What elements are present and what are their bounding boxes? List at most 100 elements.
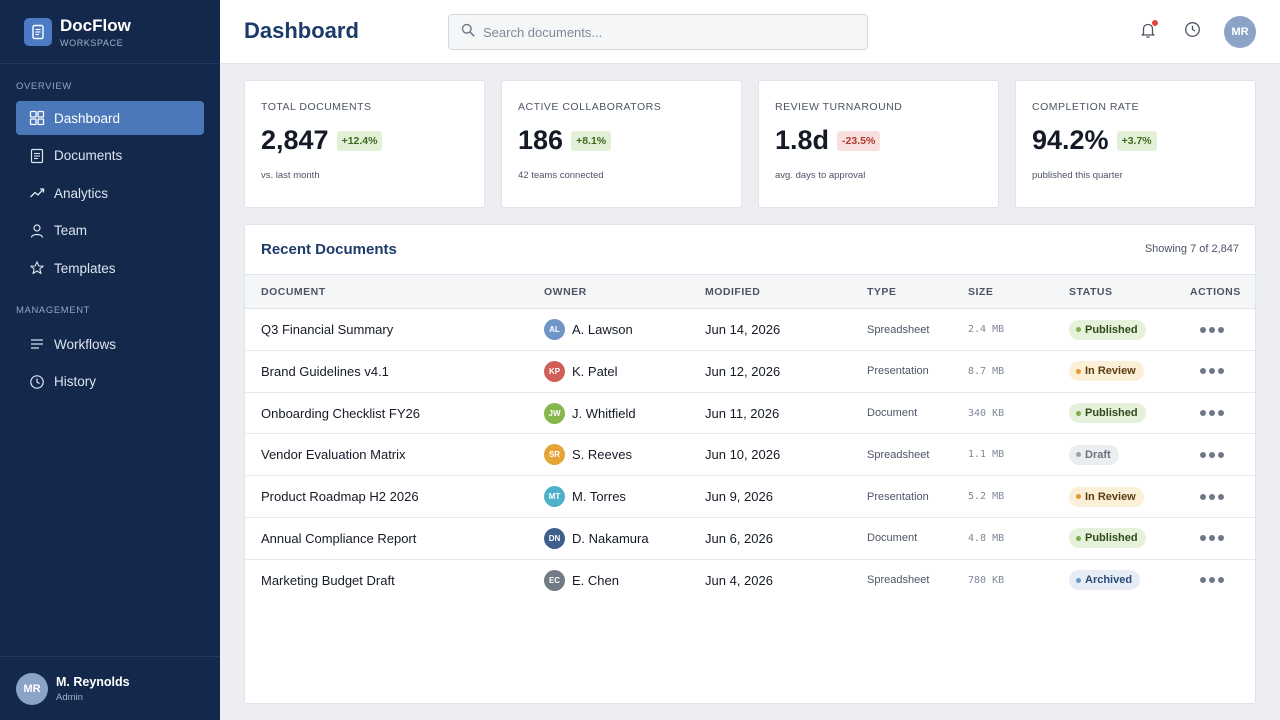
modified-date: Jun 9, 2026 — [705, 489, 773, 504]
stat-delta-badge: +3.7% — [1116, 130, 1157, 151]
actions-cell — [1200, 476, 1227, 517]
more-dots-icon — [1218, 451, 1224, 458]
brand-subtitle: WORKSPACE — [60, 37, 124, 48]
status-dot — [1076, 535, 1081, 541]
actions-cell — [1200, 351, 1227, 392]
more-actions-button[interactable] — [1200, 451, 1227, 458]
top-header: Dashboard MR — [220, 0, 1280, 64]
status-label: Published — [1085, 532, 1138, 545]
table-row[interactable]: Brand Guidelines v4.1 KP K. Patel Jun 12,… — [245, 351, 1255, 393]
modified-date: Jun 11, 2026 — [705, 405, 780, 421]
user-profile[interactable]: MR M. Reynolds Admin — [0, 656, 220, 720]
stat-value: 2,847 — [261, 125, 329, 155]
document-name[interactable]: Onboarding Checklist FY26 — [261, 405, 420, 421]
more-dots-icon — [1209, 535, 1215, 542]
sidebar-item-team[interactable]: Team — [16, 214, 204, 248]
column-header-owner[interactable]: OWNER — [544, 286, 587, 298]
owner-cell: EC E. Chen — [544, 560, 619, 601]
column-header-document[interactable]: DOCUMENT — [261, 286, 326, 298]
avatar: MR — [16, 672, 48, 705]
star-icon — [28, 259, 46, 277]
table-row[interactable]: Marketing Budget Draft EC E. Chen Jun 4, … — [245, 560, 1255, 602]
modified-date: Jun 6, 2026 — [705, 530, 773, 546]
document-type: Spreadsheet — [867, 323, 930, 336]
document-name[interactable]: Annual Compliance Report — [261, 530, 417, 546]
sidebar-item-history[interactable]: History — [16, 365, 204, 399]
stat-note: published this quarter — [1032, 170, 1123, 181]
sidebar-item-label: Documents — [54, 148, 123, 163]
stat-note: 42 teams connected — [518, 170, 604, 181]
avatar[interactable]: MR — [1224, 16, 1256, 48]
file-size: 8.7 MB — [968, 365, 1005, 377]
status-cell: In Review — [1069, 476, 1144, 517]
table-row[interactable]: Product Roadmap H2 2026 MT M. Torres Jun … — [245, 476, 1255, 518]
notifications-button[interactable] — [1134, 18, 1162, 46]
bell-icon — [1139, 21, 1157, 44]
history-button[interactable] — [1178, 18, 1206, 46]
table-row[interactable]: Onboarding Checklist FY26 JW J. Whitfield… — [245, 393, 1255, 435]
document-name[interactable]: Vendor Evaluation Matrix — [261, 447, 406, 463]
document-name[interactable]: Product Roadmap H2 2026 — [261, 489, 419, 504]
document-type: Document — [867, 532, 918, 545]
owner-name: D. Nakamura — [572, 530, 649, 546]
search-input[interactable] — [483, 24, 853, 40]
status-dot — [1076, 452, 1081, 458]
status-cell: Published — [1069, 393, 1146, 434]
more-dots-icon — [1209, 368, 1215, 375]
sidebar-item-workflows[interactable]: Workflows — [16, 327, 204, 361]
owner-name: K. Patel — [572, 363, 618, 379]
table-row[interactable]: Q3 Financial Summary AL A. Lawson Jun 14,… — [245, 309, 1255, 351]
recent-documents-panel: Recent Documents Showing 7 of 2,847 DOCU… — [244, 224, 1256, 704]
section-label-overview: OVERVIEW — [16, 81, 72, 92]
more-actions-button[interactable] — [1200, 410, 1227, 416]
search-box[interactable] — [448, 14, 868, 50]
status-badge: Published — [1069, 319, 1146, 340]
more-actions-button[interactable] — [1200, 326, 1227, 333]
column-header-status[interactable]: STATUS — [1069, 286, 1113, 298]
list-icon — [28, 335, 46, 353]
document-name[interactable]: Marketing Budget Draft — [261, 572, 395, 588]
status-badge: In Review — [1069, 486, 1144, 507]
document-name[interactable]: Brand Guidelines v4.1 — [261, 363, 389, 379]
more-actions-button[interactable] — [1200, 577, 1227, 583]
status-badge: Published — [1069, 528, 1146, 549]
table-row[interactable]: Vendor Evaluation Matrix SR S. Reeves Jun… — [245, 434, 1255, 476]
sidebar-item-label: Team — [54, 223, 88, 238]
brand[interactable]: DocFlow WORKSPACE — [0, 0, 220, 64]
sidebar-item-documents[interactable]: Documents — [16, 139, 204, 173]
search-icon — [461, 23, 475, 42]
sidebar-item-analytics[interactable]: Analytics — [16, 176, 204, 210]
brand-name: DocFlow — [60, 15, 131, 35]
status-label: Published — [1085, 323, 1138, 336]
section-label-management: MANAGEMENT — [16, 305, 91, 316]
avatar: DN — [544, 527, 565, 549]
modified-date: Jun 4, 2026 — [705, 572, 773, 588]
stat-label: TOTAL DOCUMENTS — [261, 101, 372, 113]
column-header-modified[interactable]: MODIFIED — [705, 286, 761, 298]
user-icon — [28, 222, 46, 240]
more-actions-button[interactable] — [1200, 368, 1227, 375]
stat-delta-badge: -23.5% — [837, 130, 881, 151]
more-actions-button[interactable] — [1200, 493, 1227, 500]
document-name[interactable]: Q3 Financial Summary — [261, 322, 394, 337]
result-count: Showing 7 of 2,847 — [1144, 243, 1239, 255]
table-row[interactable]: Annual Compliance Report DN D. Nakamura J… — [245, 518, 1255, 560]
more-actions-button[interactable] — [1200, 535, 1227, 542]
owner-name: J. Whitfield — [572, 405, 636, 421]
document-type: Spreadsheet — [867, 574, 930, 586]
owner-name: S. Reeves — [572, 447, 632, 463]
column-header-type[interactable]: TYPE — [867, 286, 897, 298]
sidebar: DocFlow WORKSPACE OVERVIEW Dashboard Doc… — [0, 0, 220, 720]
more-dots-icon — [1209, 451, 1215, 458]
document-type: Presentation — [867, 490, 929, 503]
column-header-size[interactable]: SIZE — [968, 286, 994, 298]
status-badge: Published — [1069, 403, 1146, 423]
column-header-actions: ACTIONS — [1190, 286, 1241, 298]
document-type: Document — [867, 407, 918, 419]
more-dots-icon — [1218, 493, 1224, 500]
sidebar-item-dashboard[interactable]: Dashboard — [16, 101, 204, 135]
more-dots-icon — [1209, 577, 1215, 583]
document-icon — [24, 17, 52, 46]
stat-delta-badge: +12.4% — [336, 130, 383, 151]
sidebar-item-templates[interactable]: Templates — [16, 251, 204, 285]
